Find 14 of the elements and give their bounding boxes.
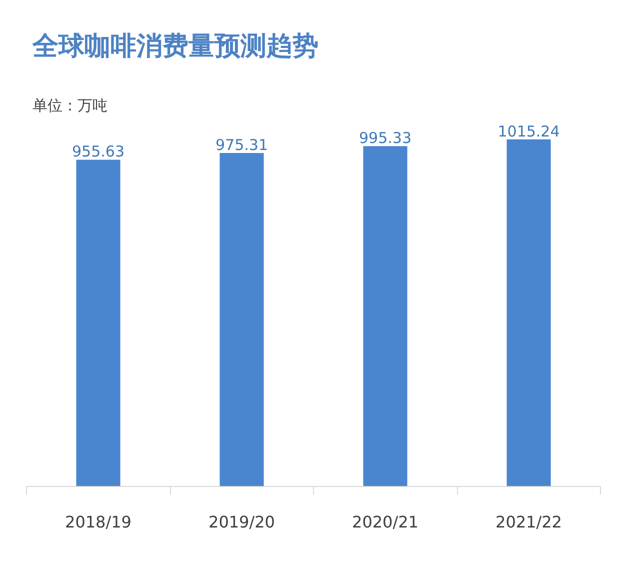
x-tick-label: 2018/19 [65, 512, 132, 532]
data-label: 995.33 [359, 129, 412, 148]
bar [363, 146, 408, 486]
chart-subtitle: 单位：万吨 [32, 96, 108, 114]
bar [220, 152, 264, 486]
x-tick-label: 2021/22 [496, 512, 562, 532]
x-tick-label: 2019/20 [208, 512, 275, 532]
x-tick-label: 2020/21 [352, 512, 418, 532]
bar [76, 160, 120, 486]
data-label: 1015.24 [498, 122, 560, 140]
data-label: 955.63 [72, 142, 125, 161]
data-label: 975.31 [216, 136, 268, 154]
bar [506, 139, 551, 486]
chart-title: 全球咖啡消费量预测趋势 [32, 32, 318, 62]
